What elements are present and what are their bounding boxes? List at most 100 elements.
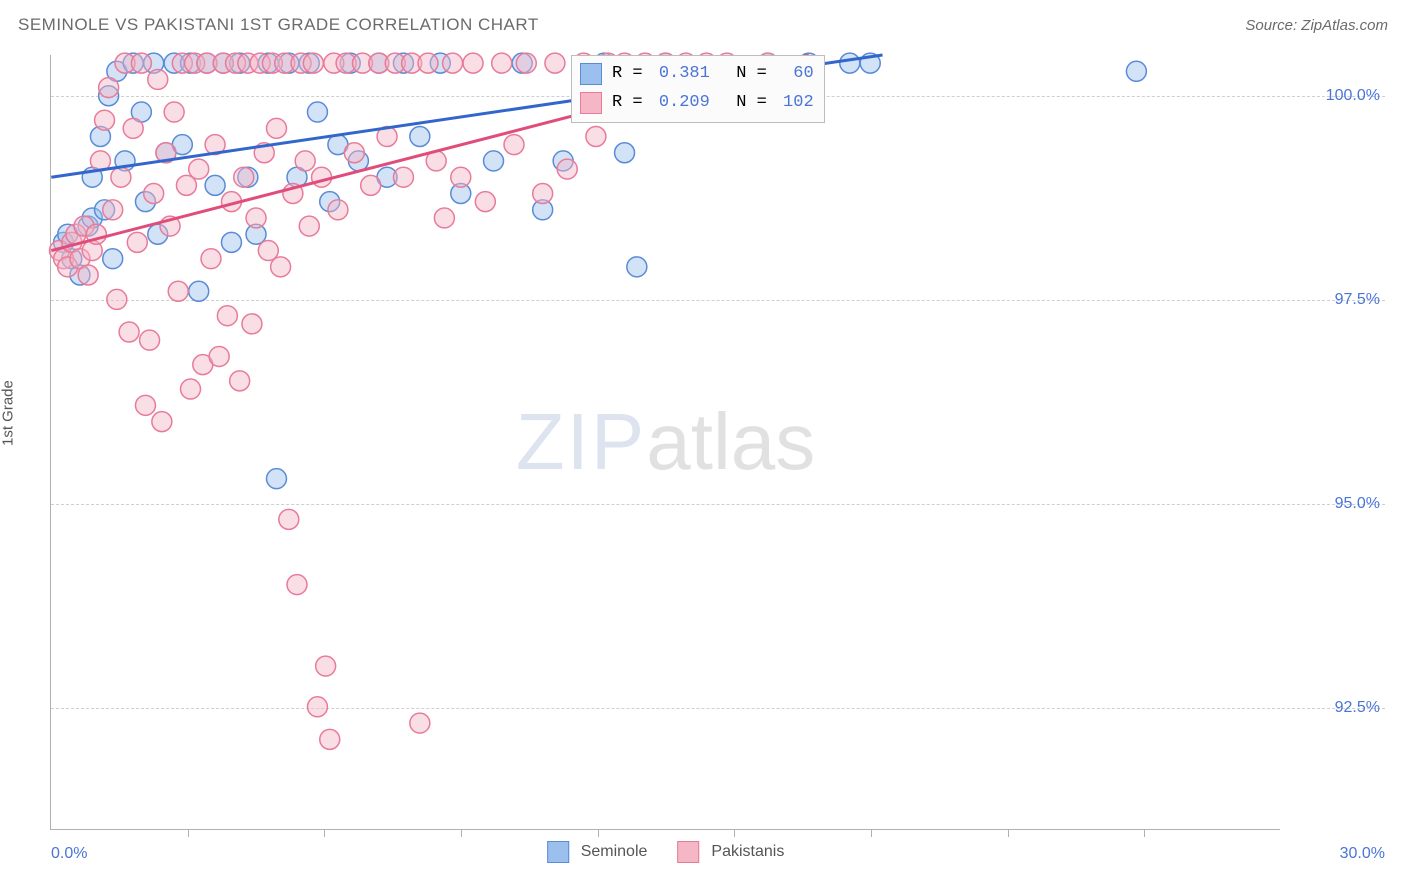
data-point	[443, 53, 463, 73]
data-point	[135, 395, 155, 415]
data-point	[1126, 61, 1146, 81]
x-tick	[598, 829, 599, 837]
data-point	[95, 110, 115, 130]
data-point	[295, 151, 315, 171]
y-tick-label: 100.0%	[1290, 87, 1380, 105]
data-point	[131, 53, 151, 73]
n-value: 60	[783, 60, 814, 89]
data-point	[152, 412, 172, 432]
r-value: 0.209	[659, 89, 710, 118]
legend-label: Seminole	[581, 843, 648, 861]
y-tick-label: 95.0%	[1290, 495, 1380, 513]
x-tick	[734, 829, 735, 837]
data-point	[230, 371, 250, 391]
data-point	[271, 257, 291, 277]
chart-title: SEMINOLE VS PAKISTANI 1ST GRADE CORRELAT…	[18, 15, 539, 35]
legend-swatch	[580, 63, 602, 85]
data-point	[279, 509, 299, 529]
data-point	[103, 249, 123, 269]
data-point	[463, 53, 483, 73]
legend-swatch	[580, 92, 602, 114]
legend-swatch	[677, 841, 699, 863]
x-tick	[1008, 829, 1009, 837]
n-value: 102	[783, 89, 814, 118]
data-point	[164, 102, 184, 122]
data-point	[328, 200, 348, 220]
x-tick	[1144, 829, 1145, 837]
data-point	[103, 200, 123, 220]
y-axis-label: 1st Grade	[0, 380, 17, 446]
x-tick	[461, 829, 462, 837]
data-point	[307, 102, 327, 122]
data-point	[545, 53, 565, 73]
data-point	[410, 713, 430, 733]
data-point	[451, 167, 471, 187]
y-tick-label: 97.5%	[1290, 291, 1380, 309]
data-point	[533, 184, 553, 204]
data-point	[119, 322, 139, 342]
data-point	[361, 175, 381, 195]
data-point	[267, 118, 287, 138]
data-point	[148, 69, 168, 89]
data-point	[140, 330, 160, 350]
data-point	[144, 184, 164, 204]
data-point	[410, 126, 430, 146]
legend-item: Seminole	[547, 841, 648, 863]
data-point	[267, 469, 287, 489]
chart-header: SEMINOLE VS PAKISTANI 1ST GRADE CORRELAT…	[0, 0, 1406, 50]
data-point	[492, 53, 512, 73]
data-point	[393, 167, 413, 187]
data-point	[205, 175, 225, 195]
data-point	[123, 118, 143, 138]
chart-svg	[51, 55, 1280, 829]
y-tick-label: 92.5%	[1290, 699, 1380, 717]
stats-row: R = 0.209 N = 102	[580, 89, 814, 118]
data-point	[189, 281, 209, 301]
data-point	[475, 192, 495, 212]
data-point	[615, 143, 635, 163]
data-point	[246, 208, 266, 228]
data-point	[168, 281, 188, 301]
bottom-legend: Seminole Pakistanis	[547, 841, 785, 863]
data-point	[242, 314, 262, 334]
data-point	[557, 159, 577, 179]
data-point	[434, 208, 454, 228]
data-point	[344, 143, 364, 163]
legend-item: Pakistanis	[677, 841, 784, 863]
data-point	[221, 232, 241, 252]
data-point	[316, 656, 336, 676]
data-point	[209, 346, 229, 366]
x-tick	[324, 829, 325, 837]
data-point	[201, 249, 221, 269]
data-point	[312, 167, 332, 187]
data-point	[78, 265, 98, 285]
data-point	[586, 126, 606, 146]
r-value: 0.381	[659, 60, 710, 89]
data-point	[299, 216, 319, 236]
legend-swatch	[547, 841, 569, 863]
data-point	[320, 729, 340, 749]
data-point	[418, 53, 438, 73]
data-point	[217, 306, 237, 326]
data-point	[627, 257, 647, 277]
data-point	[189, 159, 209, 179]
data-point	[181, 379, 201, 399]
legend-label: Pakistanis	[711, 843, 784, 861]
stats-row: R = 0.381 N = 60	[580, 60, 814, 89]
stats-box: R = 0.381 N = 60R = 0.209 N = 102	[571, 55, 825, 123]
x-tick	[188, 829, 189, 837]
chart-source: Source: ZipAtlas.com	[1245, 17, 1388, 34]
data-point	[111, 167, 131, 187]
data-point	[127, 232, 147, 252]
data-point	[234, 167, 254, 187]
data-point	[484, 151, 504, 171]
plot-area: 100.0%97.5%95.0%92.5% ZIPatlas R = 0.381…	[50, 55, 1280, 830]
x-tick	[871, 829, 872, 837]
data-point	[504, 135, 524, 155]
data-point	[303, 53, 323, 73]
data-point	[107, 289, 127, 309]
data-point	[516, 53, 536, 73]
data-point	[287, 575, 307, 595]
x-start-label: 0.0%	[51, 845, 87, 863]
data-point	[307, 697, 327, 717]
